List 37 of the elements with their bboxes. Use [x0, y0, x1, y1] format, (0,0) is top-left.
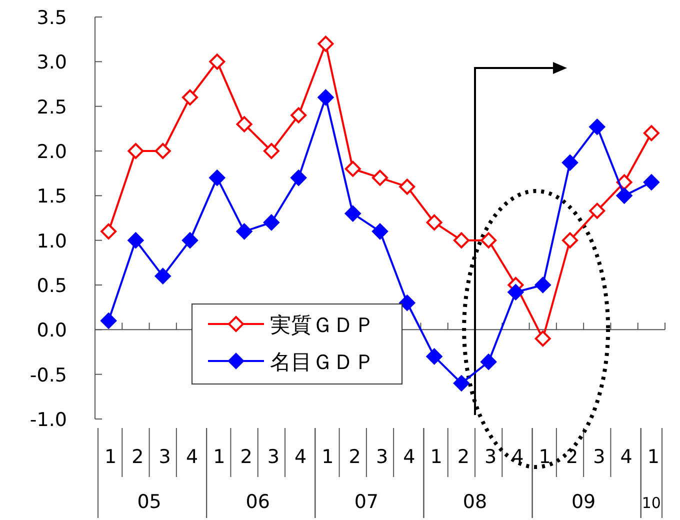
y-tick-label: 3.5	[36, 7, 67, 29]
y-tick-label: -0.5	[30, 364, 67, 386]
text: 06	[246, 491, 270, 513]
y-tick-label: 0.5	[36, 275, 67, 297]
x-tick-label: 4	[620, 446, 632, 468]
text: 07	[354, 491, 379, 513]
x-tick-label: 4	[294, 446, 307, 468]
x-tick-label: 4	[186, 446, 198, 468]
x-tick-label: 2	[348, 446, 361, 468]
x-tick-label: 3	[267, 446, 280, 468]
x-tick-label: 2	[457, 446, 470, 468]
x-tick-label: 4	[403, 446, 416, 468]
legend-label: 実質ＧＤＰ	[270, 313, 375, 337]
x-tick-label: 1	[322, 446, 334, 468]
x-tick-label: 3	[158, 446, 171, 468]
x-tick-label: 2	[240, 446, 252, 468]
x-tick-label: 1	[647, 446, 660, 468]
x-tick-label: 3	[484, 446, 497, 468]
x-tick-label: 1	[538, 446, 551, 468]
x-tick-label: 3	[376, 446, 388, 468]
text: 05	[137, 491, 162, 513]
x-tick-label: 1	[430, 446, 442, 468]
y-tick-label: 1.0	[36, 230, 67, 252]
text: 09	[571, 491, 596, 513]
x-tick-label: 1	[213, 446, 226, 468]
y-tick-label: 2.5	[36, 96, 67, 118]
x-tick-label: 1	[104, 446, 117, 468]
text: 10	[642, 494, 661, 512]
y-tick-label: 3.0	[36, 52, 67, 74]
y-tick-label: 2.0	[36, 141, 67, 163]
legend-label: 名目ＧＤＰ	[270, 350, 375, 374]
x-tick-label: 3	[593, 446, 606, 468]
y-tick-label: 1.5	[36, 186, 67, 208]
y-tick-label: 0.0	[36, 320, 67, 342]
text: 08	[462, 491, 488, 513]
x-tick-label: 2	[132, 446, 144, 468]
y-tick-label: -1.0	[30, 409, 67, 431]
